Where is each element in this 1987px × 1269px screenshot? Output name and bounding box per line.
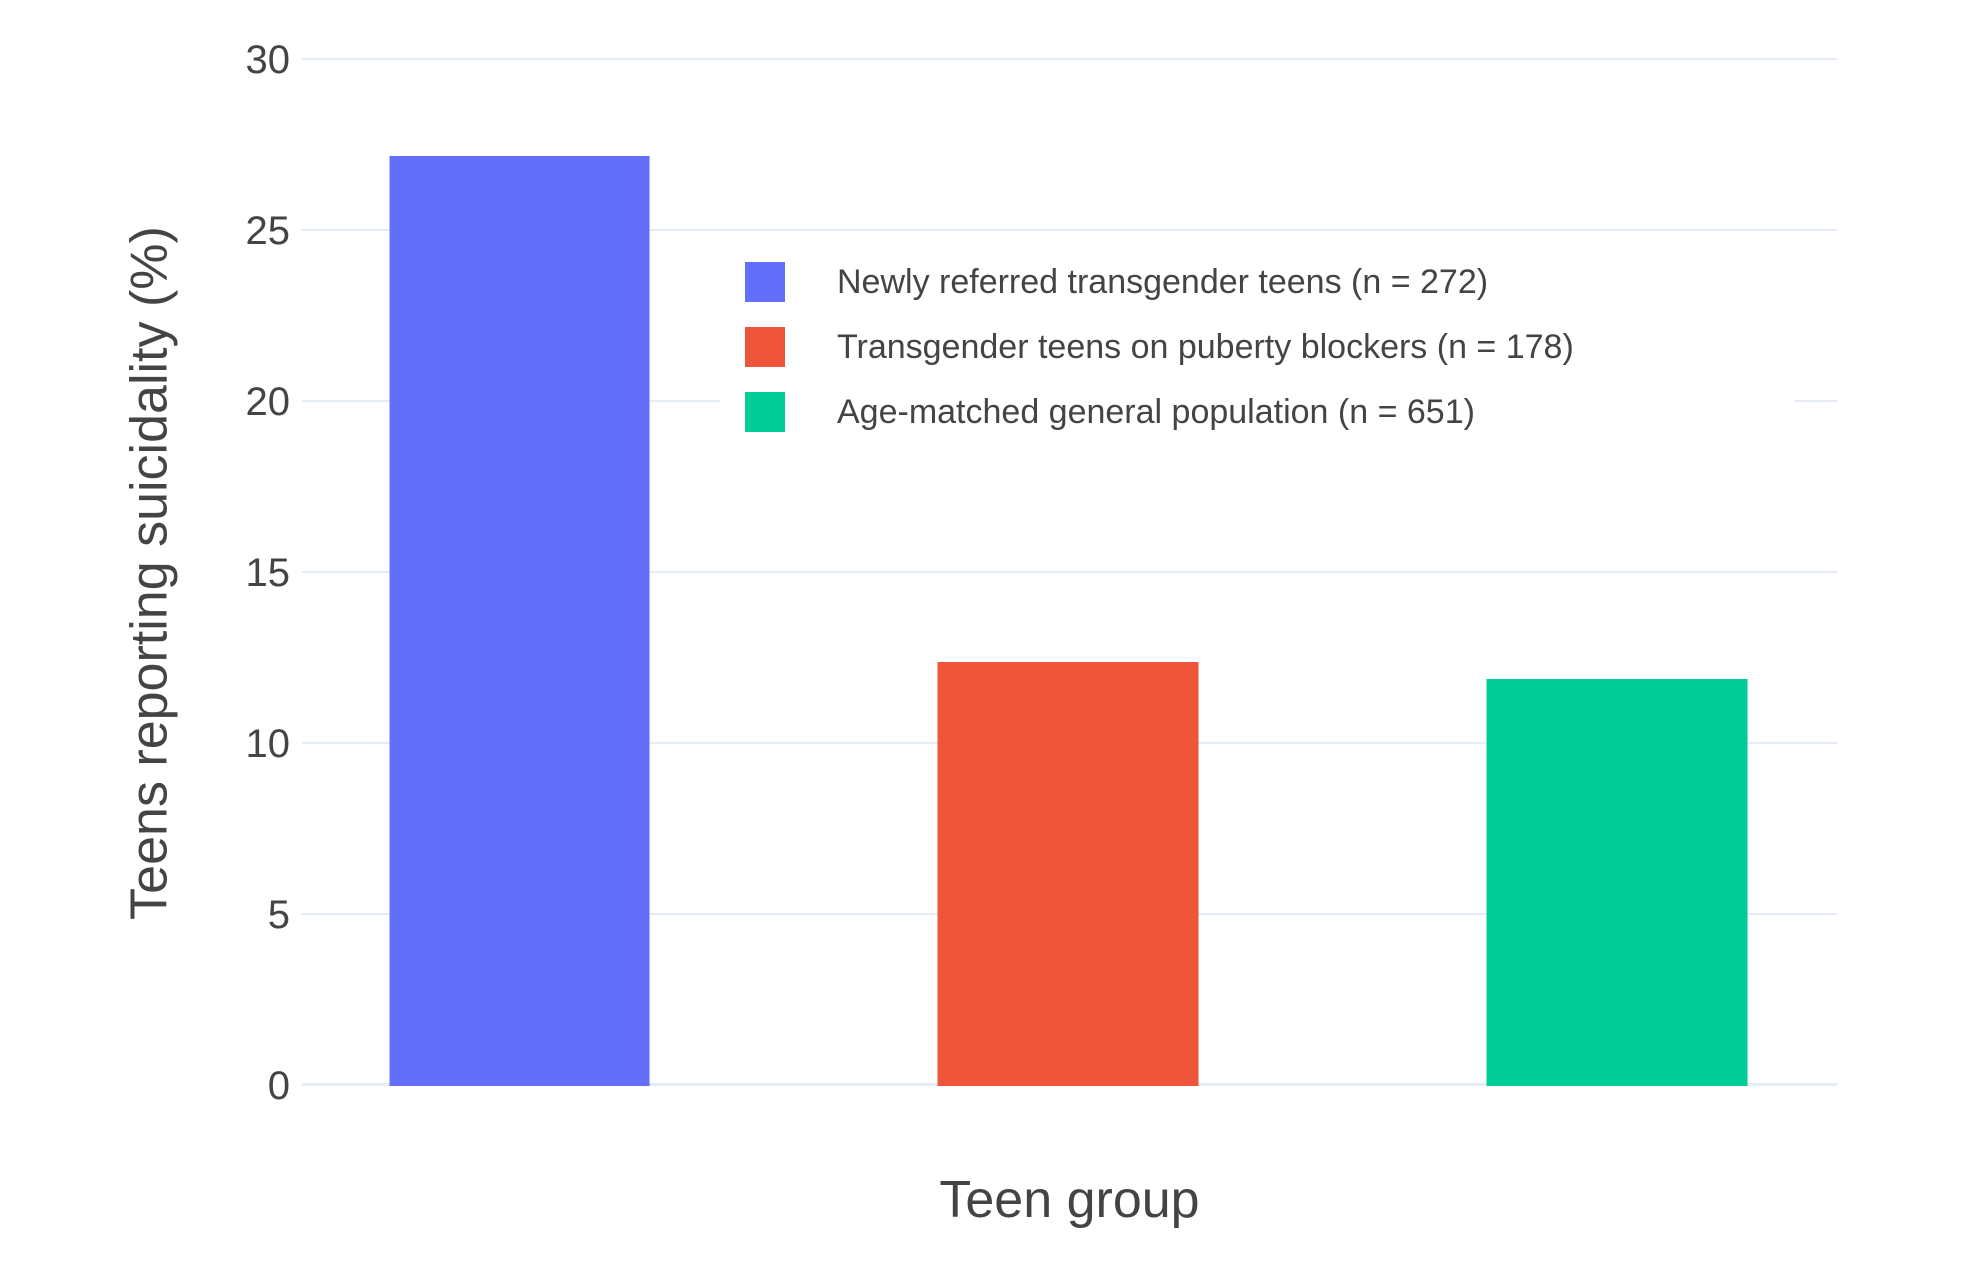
gridline	[302, 571, 1837, 573]
y-tick-label: 15	[245, 551, 291, 595]
y-tick-label: 30	[245, 38, 291, 82]
y-axis-tick-labels: 0 5 10 15 20 25 30	[0, 40, 296, 1106]
y-tick-label: 25	[245, 209, 291, 253]
legend: Newly referred transgender teens (n = 27…	[720, 240, 1795, 452]
y-tick-label: 0	[267, 1064, 290, 1108]
legend-item-label: Transgender teens on puberty blockers (n…	[837, 328, 1574, 366]
legend-item-1[interactable]: Newly referred transgender teens (n = 27…	[745, 262, 1795, 302]
legend-item-label: Age-matched general population (n = 651)	[837, 393, 1475, 431]
gridline	[302, 58, 1837, 60]
bar-3	[1487, 679, 1748, 1086]
bar-1	[389, 155, 650, 1086]
legend-item-label: Newly referred transgender teens (n = 27…	[837, 263, 1489, 301]
y-tick-label: 5	[267, 893, 290, 937]
bar-2	[937, 661, 1199, 1086]
legend-swatch-icon	[745, 262, 785, 302]
x-axis-title: Teen group	[939, 1171, 1200, 1229]
y-tick-label: 10	[245, 722, 291, 766]
legend-item-3[interactable]: Age-matched general population (n = 651)	[745, 392, 1795, 432]
y-tick-label: 20	[245, 380, 291, 424]
legend-item-2[interactable]: Transgender teens on puberty blockers (n…	[745, 327, 1795, 367]
legend-swatch-icon	[745, 392, 785, 432]
legend-swatch-icon	[745, 327, 785, 367]
gridline	[302, 229, 1837, 231]
plot-area	[302, 58, 1837, 1086]
